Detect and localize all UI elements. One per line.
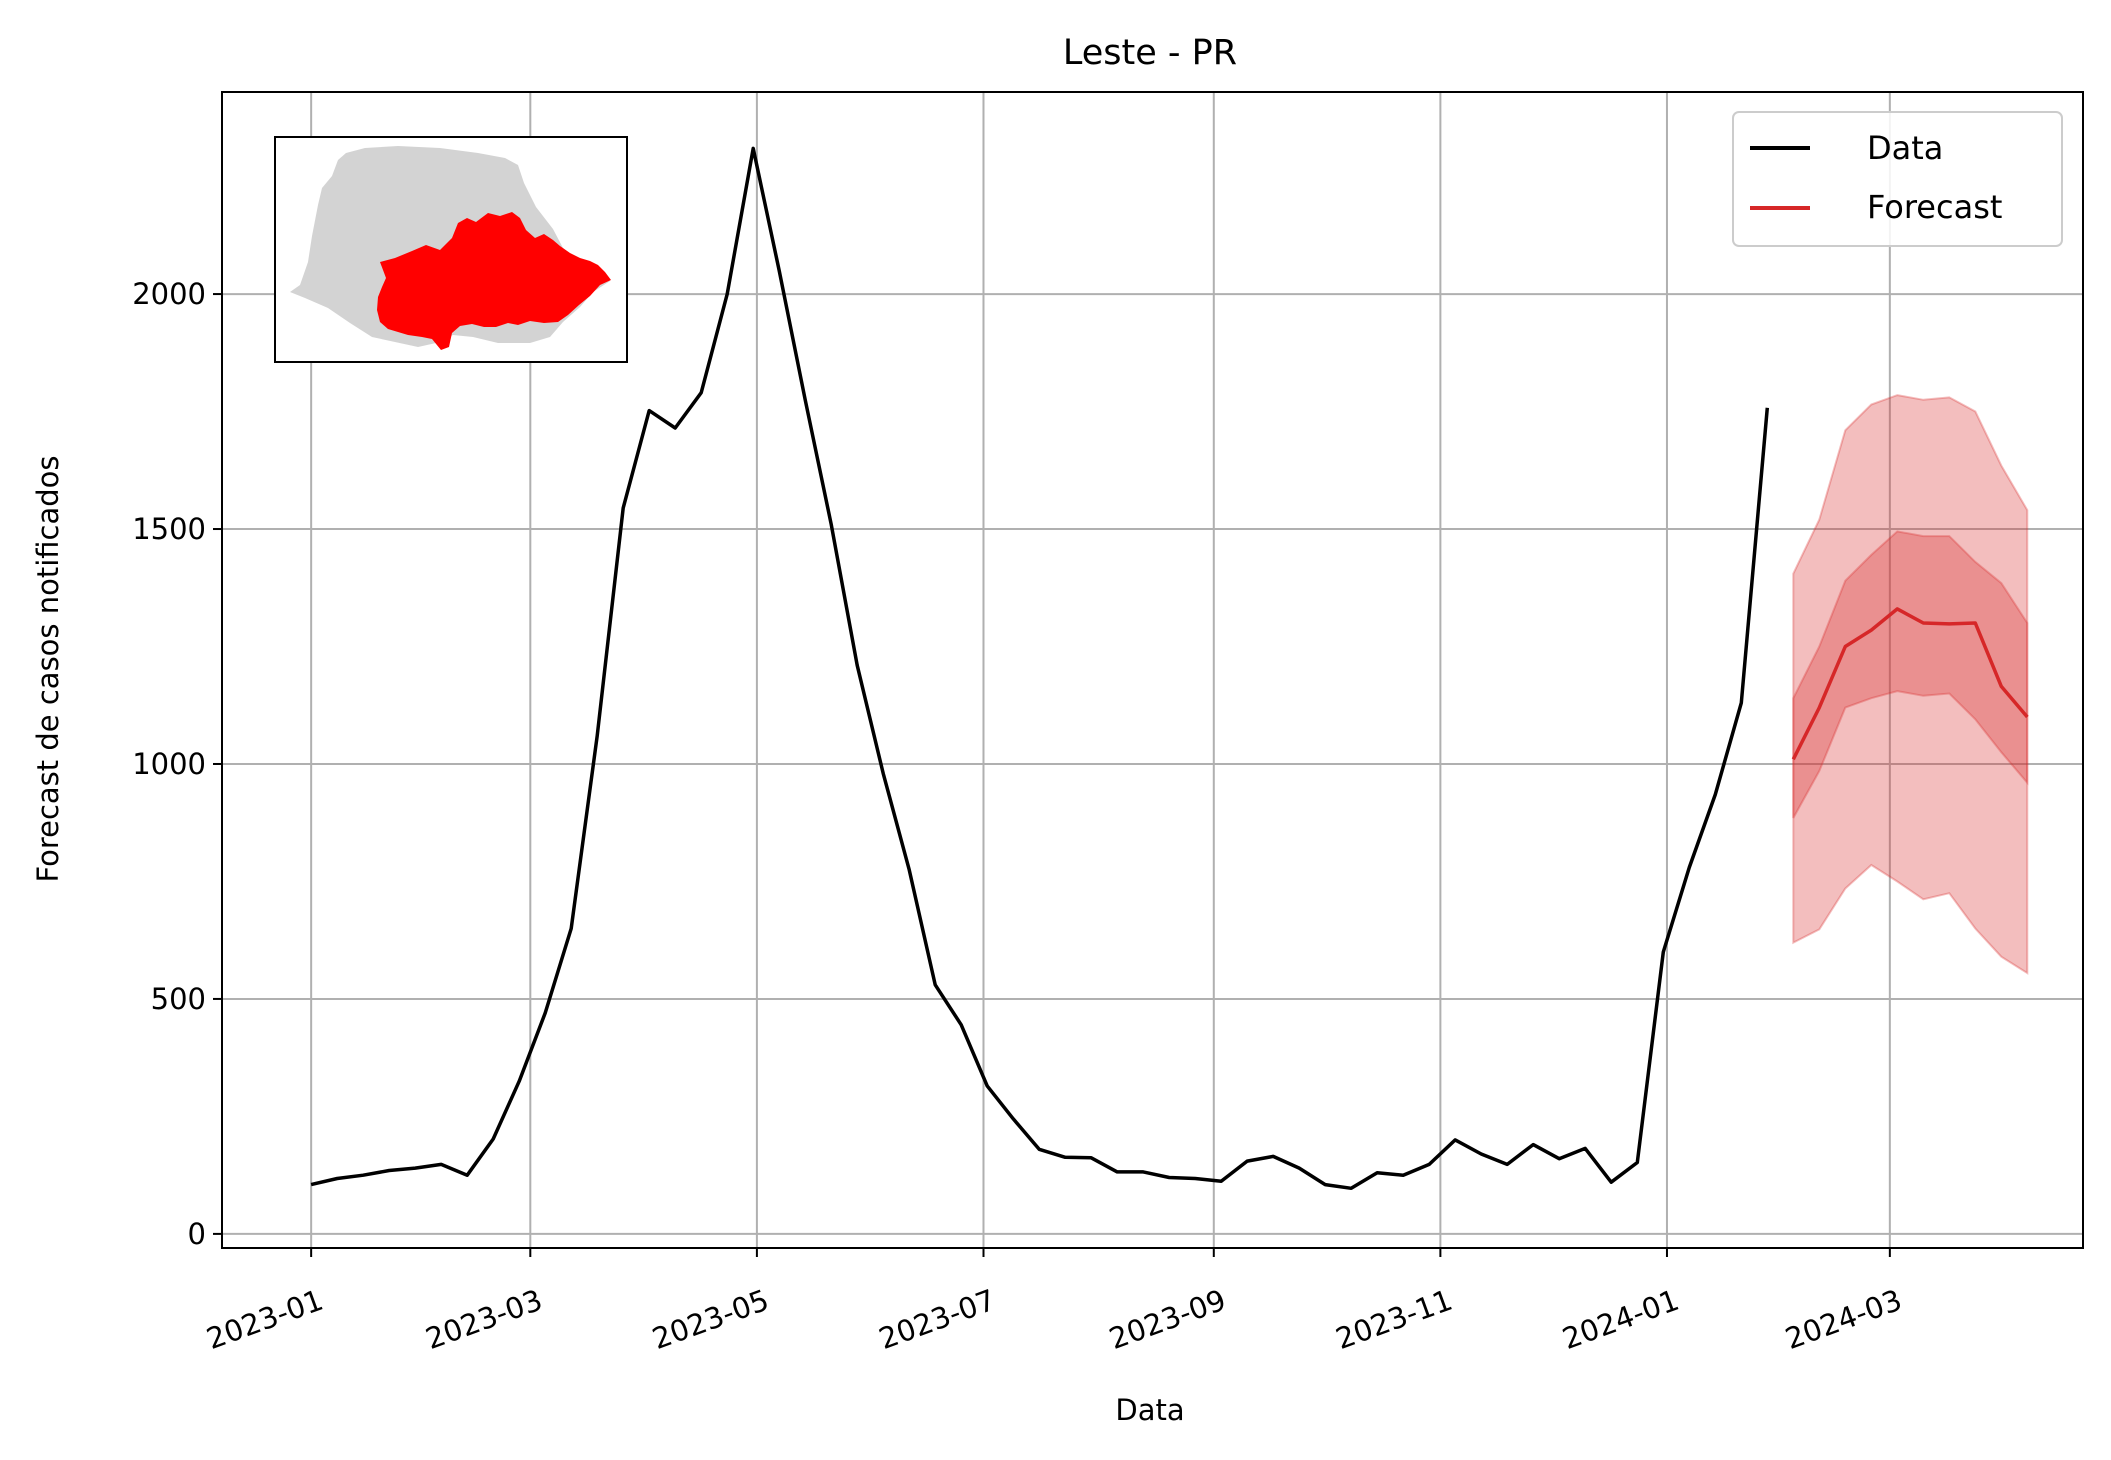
legend-box [1732,111,2063,247]
y-tick-label: 0 [188,1217,206,1251]
series-lines [310,146,2029,1191]
legend-label-data: Data [1867,129,1943,167]
legend: Data Forecast [1732,111,2063,247]
y-tick-label: 1000 [132,747,206,781]
legend-label-forecast: Forecast [1867,188,2002,226]
y-tick-label: 500 [151,982,206,1016]
series-line-data [310,146,1770,1191]
map-inset [274,136,628,363]
chart-title: Leste - PR [1063,33,1237,73]
grid-lines [222,92,2083,1248]
leste-region [377,212,611,350]
y-axis-title: Forecast de casos notificados [31,455,65,882]
series-line-forecast [1791,607,2029,761]
x-axis-title: Data [1115,1393,1184,1427]
forecast-bands [1792,394,2029,975]
y-tick-label: 2000 [132,277,206,311]
y-tick-label: 1500 [132,512,206,546]
plot-frame [221,91,2084,1249]
forecast-band-90 [1792,394,2029,975]
forecast-band-50 [1792,530,2029,819]
